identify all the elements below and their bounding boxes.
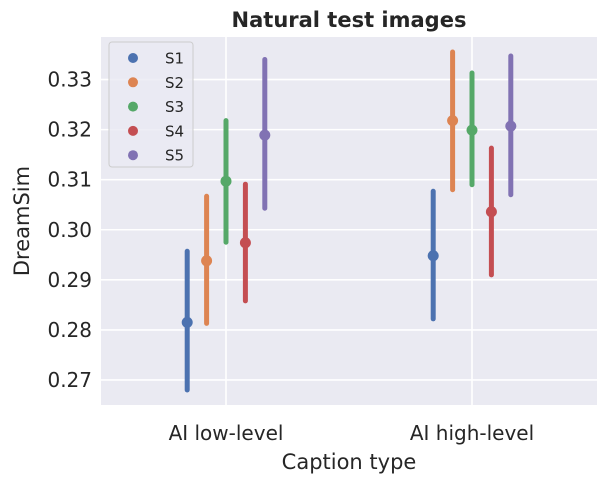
x-tick-labels: AI low-level AI high-level (169, 421, 535, 445)
legend-frame (108, 41, 194, 168)
x-axis-label: Caption type (282, 450, 417, 474)
y-tick-labels: 0.27 0.28 0.29 0.30 0.31 0.32 0.33 (47, 68, 92, 392)
series-s3 (220, 70, 478, 245)
legend-label: S4 (165, 122, 184, 140)
data-point (505, 120, 517, 132)
y-tick-label: 0.29 (47, 268, 92, 292)
chart-title: Natural test images (232, 8, 467, 32)
legend-marker (128, 150, 138, 161)
data-point (466, 124, 478, 136)
legend-label: S1 (165, 50, 184, 68)
legend-marker (128, 53, 138, 63)
series-marks (181, 49, 517, 393)
series-s5 (259, 53, 517, 211)
y-tick-label: 0.32 (47, 118, 92, 142)
data-point (239, 237, 251, 249)
data-point (447, 115, 459, 127)
legend-marker (128, 125, 138, 136)
y-tick-label: 0.28 (47, 318, 92, 342)
data-point (427, 250, 439, 262)
y-tick-label: 0.27 (47, 368, 92, 392)
legend-marker (128, 77, 138, 88)
series-s2 (201, 49, 459, 326)
data-point (485, 206, 497, 218)
data-point (201, 255, 213, 267)
y-tick-label: 0.31 (47, 168, 92, 192)
x-tick-label: AI high-level (410, 421, 534, 445)
series-s1 (181, 188, 439, 393)
legend-label: S3 (165, 98, 184, 116)
y-tick-label: 0.30 (47, 218, 92, 242)
legend-label: S5 (165, 147, 184, 165)
data-point (220, 175, 232, 187)
legend-marker (128, 101, 138, 112)
legend-label: S2 (165, 74, 184, 92)
legend: S1 S2 S3 S4 S5 (108, 41, 194, 168)
data-point (259, 129, 271, 141)
x-tick-label: AI low-level (169, 421, 284, 445)
y-axis-label: DreamSim (10, 166, 34, 276)
series-s4 (239, 145, 497, 304)
data-point (181, 316, 193, 328)
y-tick-label: 0.33 (47, 68, 92, 92)
